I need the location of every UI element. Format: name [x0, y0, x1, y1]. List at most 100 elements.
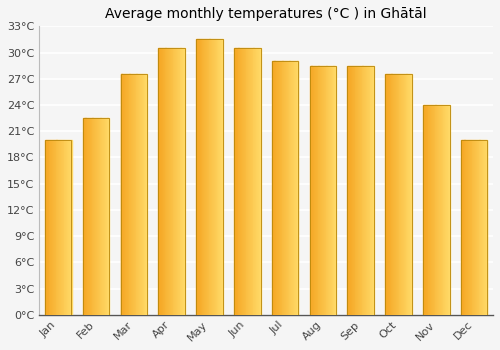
Bar — [163, 48, 164, 315]
Bar — [62, 140, 64, 315]
Bar — [478, 140, 480, 315]
Bar — [401, 74, 402, 315]
Bar — [67, 140, 68, 315]
Bar — [316, 65, 318, 315]
Bar — [439, 105, 440, 315]
Bar — [205, 40, 206, 315]
Bar — [88, 118, 89, 315]
Bar — [70, 140, 72, 315]
Bar — [255, 48, 256, 315]
Bar — [444, 105, 445, 315]
Bar — [393, 74, 394, 315]
Bar — [176, 48, 177, 315]
Bar — [208, 40, 210, 315]
Bar — [368, 65, 370, 315]
Bar — [104, 118, 105, 315]
Bar — [276, 61, 277, 315]
Bar — [158, 48, 160, 315]
Bar — [175, 48, 176, 315]
Bar — [133, 74, 134, 315]
Bar — [411, 74, 412, 315]
Bar — [332, 65, 334, 315]
Bar — [144, 74, 146, 315]
Bar — [424, 105, 425, 315]
Bar — [90, 118, 92, 315]
Bar — [234, 48, 235, 315]
Bar — [310, 65, 336, 315]
Bar — [483, 140, 484, 315]
Bar — [52, 140, 53, 315]
Bar — [100, 118, 102, 315]
Bar — [433, 105, 434, 315]
Bar — [45, 140, 46, 315]
Bar — [272, 61, 274, 315]
Bar — [329, 65, 330, 315]
Bar — [432, 105, 433, 315]
Bar — [326, 65, 328, 315]
Bar — [331, 65, 332, 315]
Bar — [364, 65, 365, 315]
Bar — [196, 40, 197, 315]
Bar — [166, 48, 168, 315]
Bar — [56, 140, 58, 315]
Bar — [241, 48, 242, 315]
Bar — [126, 74, 127, 315]
Bar — [462, 140, 463, 315]
Bar — [83, 118, 110, 315]
Bar — [83, 118, 84, 315]
Bar — [244, 48, 246, 315]
Bar — [221, 40, 222, 315]
Bar — [290, 61, 292, 315]
Bar — [66, 140, 67, 315]
Bar — [404, 74, 406, 315]
Bar — [142, 74, 144, 315]
Bar — [54, 140, 55, 315]
Bar — [124, 74, 125, 315]
Bar — [330, 65, 331, 315]
Bar — [182, 48, 183, 315]
Bar — [315, 65, 316, 315]
Bar — [466, 140, 467, 315]
Bar — [132, 74, 133, 315]
Bar — [295, 61, 296, 315]
Bar — [356, 65, 358, 315]
Bar — [360, 65, 361, 315]
Bar — [446, 105, 447, 315]
Bar — [397, 74, 398, 315]
Bar — [272, 61, 298, 315]
Bar — [167, 48, 168, 315]
Bar — [406, 74, 408, 315]
Bar — [212, 40, 213, 315]
Bar — [461, 140, 462, 315]
Bar — [372, 65, 373, 315]
Bar — [202, 40, 203, 315]
Bar — [316, 65, 317, 315]
Bar — [358, 65, 359, 315]
Bar — [398, 74, 400, 315]
Bar — [180, 48, 182, 315]
Bar — [474, 140, 475, 315]
Bar — [467, 140, 468, 315]
Bar — [390, 74, 392, 315]
Bar — [249, 48, 250, 315]
Bar — [396, 74, 397, 315]
Bar — [394, 74, 395, 315]
Bar — [216, 40, 218, 315]
Bar — [196, 40, 222, 315]
Bar — [404, 74, 405, 315]
Bar — [357, 65, 358, 315]
Bar — [370, 65, 372, 315]
Bar — [402, 74, 403, 315]
Bar — [162, 48, 163, 315]
Bar — [97, 118, 98, 315]
Bar — [386, 74, 412, 315]
Bar — [243, 48, 244, 315]
Bar — [481, 140, 482, 315]
Bar — [287, 61, 288, 315]
Bar — [106, 118, 108, 315]
Bar — [388, 74, 389, 315]
Bar — [314, 65, 315, 315]
Bar — [94, 118, 95, 315]
Bar — [174, 48, 176, 315]
Bar — [141, 74, 142, 315]
